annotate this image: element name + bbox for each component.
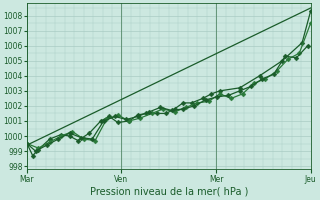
- X-axis label: Pression niveau de la mer( hPa ): Pression niveau de la mer( hPa ): [90, 187, 248, 197]
